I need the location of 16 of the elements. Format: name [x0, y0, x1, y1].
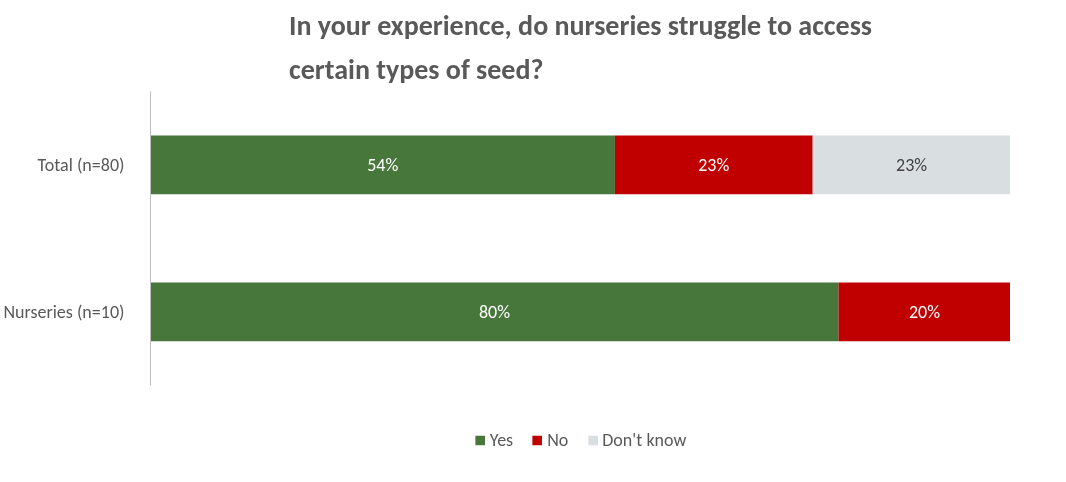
legend-label: Yes — [489, 429, 514, 451]
data-label: 54% — [367, 153, 399, 176]
legend-label: No — [547, 429, 569, 451]
y-tick-label: Total (n=80) — [37, 153, 125, 176]
bar — [150, 135, 615, 195]
bar — [614, 135, 813, 195]
data-label: 23% — [698, 153, 730, 176]
legend-label: Don't know — [602, 429, 687, 451]
data-label: 20% — [908, 300, 941, 323]
bar — [838, 282, 1010, 342]
y-tick-label: Nurseries (n=10) — [3, 300, 125, 323]
bar — [812, 135, 1010, 195]
data-label: 80% — [478, 300, 511, 323]
bar — [150, 282, 839, 342]
chart-title: In your experience, do nurseries struggle to access certain types of seed? — [289, 7, 872, 87]
data-label: 23% — [896, 153, 928, 176]
